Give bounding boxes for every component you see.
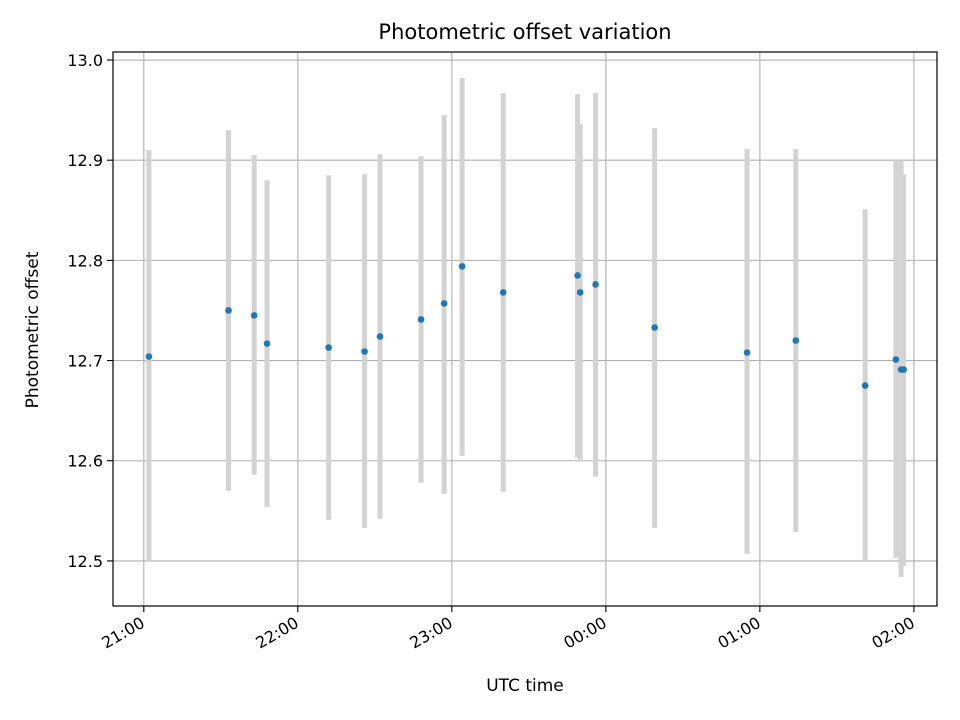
y-tick-label: 12.5 [67,552,103,571]
data-point [263,340,271,347]
grid [113,52,937,606]
data-point [250,312,258,319]
data-point [458,263,466,270]
y-tick-label: 12.6 [67,452,103,471]
data-point [361,348,368,355]
data-point [651,324,658,331]
y-axis-ticks: 12.5 12.6 12.7 12.8 12.9 13.0 [67,51,113,571]
axes-frame [112,51,938,607]
data-point [892,356,900,363]
data-point [440,300,448,307]
data-point [743,349,751,356]
y-axis-label: Photometric offset [23,251,43,408]
y-tick-label: 13.0 [67,51,103,70]
y-tick-label: 12.7 [67,352,103,371]
y-tick-label: 12.9 [67,151,103,170]
chart-title: Photometric offset variation [378,20,671,44]
y-tick-label: 12.8 [67,251,103,270]
x-axis-label: UTC time [486,676,564,696]
data-point [499,289,507,296]
data-point [145,353,153,360]
data-point [792,337,800,344]
data-point [376,333,384,340]
data-point [576,289,584,296]
data-point [900,366,907,373]
data-point [225,307,232,314]
data-point [592,281,599,288]
data-points [145,263,907,389]
data-point [574,272,581,279]
data-point [325,344,332,351]
data-point [417,316,425,323]
data-point [861,382,869,389]
